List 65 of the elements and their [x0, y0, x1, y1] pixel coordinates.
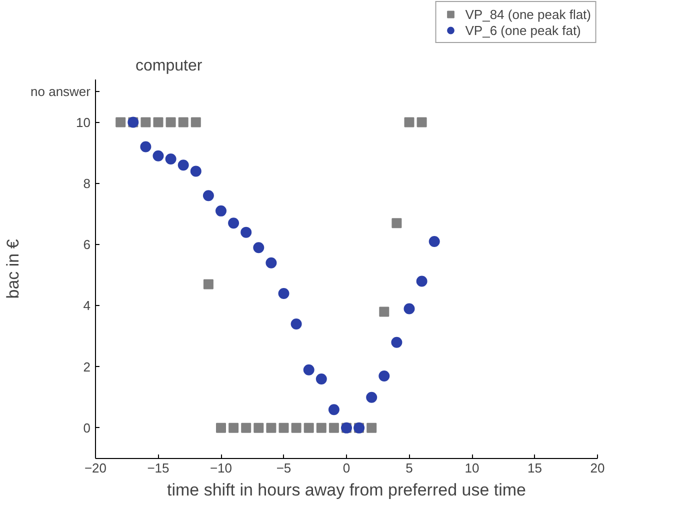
point [216, 422, 226, 433]
point [404, 303, 415, 314]
x-tick-label: 0 [342, 460, 350, 476]
point [316, 422, 326, 433]
y-tick-label: 2 [83, 359, 91, 374]
point [216, 205, 226, 216]
point [404, 117, 414, 128]
legend-label: VP_84 (one peak flat) [465, 6, 591, 22]
point [152, 150, 164, 162]
point [254, 422, 264, 433]
point [392, 218, 402, 228]
point [328, 404, 340, 416]
y-tick-label: 8 [83, 176, 91, 191]
point [178, 117, 188, 128]
x-tick-label: −15 [147, 460, 170, 476]
point [166, 117, 176, 128]
x-tick-label: 15 [528, 460, 542, 476]
point [304, 422, 314, 433]
point [140, 117, 151, 128]
point [278, 422, 289, 433]
point [316, 374, 327, 385]
y-tick-label: 4 [83, 298, 91, 314]
x-tick-label: 10 [464, 460, 480, 476]
point [116, 117, 126, 128]
point [416, 276, 428, 287]
x-axis-title: time shift in hours away from preferred use time [166, 480, 526, 500]
point [240, 226, 252, 238]
point [203, 279, 214, 290]
point [290, 318, 302, 330]
point [202, 190, 214, 202]
point [178, 160, 189, 171]
point [228, 422, 239, 433]
point [291, 422, 302, 433]
point [366, 422, 377, 433]
y-tick-label: 6 [83, 237, 91, 252]
point [140, 141, 152, 152]
y-tick-label: no answer [30, 84, 92, 100]
point [416, 117, 427, 128]
x-tick-label: 5 [406, 460, 413, 476]
x-tick-label: −20 [84, 460, 107, 476]
point [241, 422, 252, 433]
y-tick-label: 0 [83, 420, 91, 436]
point [278, 288, 290, 299]
point [428, 236, 440, 247]
point [366, 392, 378, 403]
point [190, 117, 201, 128]
chart-title: computer [136, 58, 203, 74]
point [379, 306, 390, 317]
point [266, 422, 276, 433]
x-tick-label: 20 [590, 460, 605, 476]
legend-label: VP_6 (one peak fat) [465, 22, 581, 38]
point [378, 370, 390, 382]
point [228, 218, 240, 229]
point [190, 166, 202, 177]
point [391, 336, 402, 348]
point [153, 117, 164, 128]
point [253, 242, 264, 254]
point [266, 257, 277, 268]
x-tick-label: −5 [276, 460, 292, 476]
point [303, 364, 314, 376]
y-tick-label: 10 [76, 114, 91, 130]
point [328, 422, 339, 433]
y-axis-title: bac in € [4, 238, 23, 299]
point [165, 153, 176, 164]
x-tick-label: −10 [210, 460, 232, 476]
